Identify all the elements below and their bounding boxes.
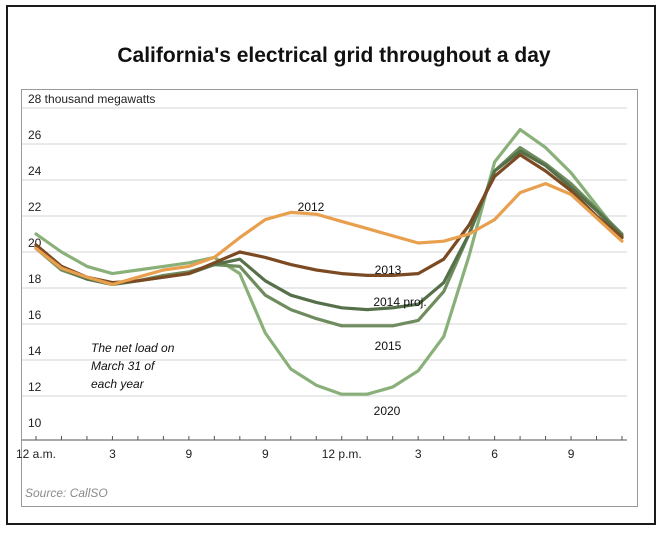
series-line-2	[34, 149, 624, 312]
annotation-line: each year	[91, 377, 145, 391]
series-label-3: 2013	[375, 263, 402, 277]
series-label-4: 2012	[298, 200, 325, 214]
x-tick-label: 12 a.m.	[16, 447, 56, 461]
series-line-3	[34, 153, 624, 285]
annotation: The net load on March 31 of each year	[91, 341, 175, 391]
x-axis: 12 a.m. 3 9 9 12 p.m. 3 6 9	[16, 436, 627, 461]
y-tick-label: 28 thousand megawatts	[28, 92, 155, 106]
series-label-0: 2020	[374, 404, 401, 418]
series-line-0	[34, 128, 624, 396]
series-line-4	[34, 182, 624, 286]
x-tick-label: 6	[491, 447, 498, 461]
source-note: Source: CallSO	[25, 486, 108, 500]
x-tick-label: 3	[109, 447, 116, 461]
y-tick-label: 24	[28, 164, 42, 178]
x-tick-label: 9	[186, 447, 193, 461]
series-labels: 2020 2015 2014 proj. 2013 2012	[298, 200, 427, 418]
chart-title: California's electrical grid throughout …	[117, 44, 551, 67]
series-label-1: 2015	[375, 339, 402, 353]
x-tick-label: 9	[262, 447, 269, 461]
annotation-line: March 31 of	[91, 359, 156, 373]
x-tick-label: 12 p.m.	[322, 447, 362, 461]
series-label-2: 2014 proj.	[373, 295, 426, 309]
series-line-1	[34, 146, 624, 328]
series-group	[34, 128, 624, 396]
x-tick-label: 3	[415, 447, 422, 461]
y-tick-label: 12	[28, 380, 42, 394]
y-tick-label: 14	[28, 344, 42, 358]
x-tick-label: 9	[568, 447, 575, 461]
annotation-line: The net load on	[91, 341, 175, 355]
y-tick-label: 22	[28, 200, 42, 214]
y-tick-label: 26	[28, 128, 42, 142]
y-tick-label: 18	[28, 272, 42, 286]
y-tick-label: 16	[28, 308, 42, 322]
figure-frame	[6, 5, 656, 525]
plot-frame	[21, 89, 638, 507]
y-tick-label: 10	[28, 416, 42, 430]
